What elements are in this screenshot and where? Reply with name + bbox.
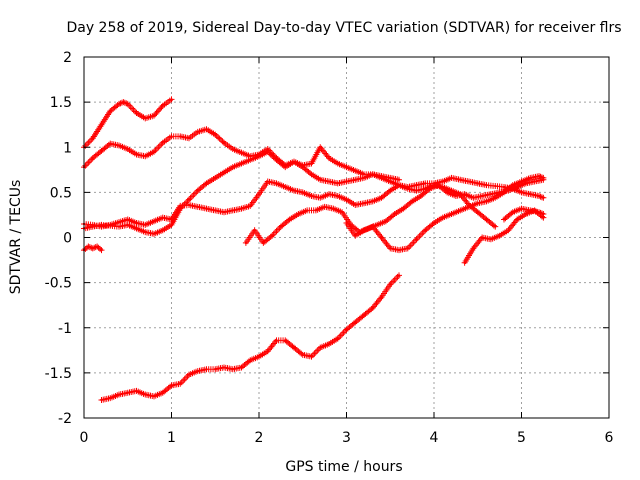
y-tick-label: 2 [63, 50, 72, 66]
data-series-8 [501, 205, 547, 223]
grid [84, 57, 609, 418]
series-markers [81, 126, 499, 230]
x-tick-label: 0 [80, 430, 89, 446]
y-tick-label: 0.5 [50, 185, 72, 201]
series-markers [343, 173, 547, 254]
data-series-9 [81, 243, 105, 254]
series-markers [98, 272, 402, 403]
y-tick-label: -0.5 [45, 276, 72, 292]
chart-title: Day 258 of 2019, Sidereal Day-to-day VTE… [66, 20, 621, 36]
x-tick-label: 5 [517, 430, 526, 446]
y-tick-label: -2 [58, 411, 72, 427]
x-tick-label: 3 [342, 430, 351, 446]
x-axis-label: GPS time / hours [285, 459, 402, 475]
y-tick-label: 0 [63, 231, 72, 247]
x-tick-label: 4 [430, 430, 439, 446]
axis-ticks: 0 1 2 3 4 5 6 -2 -1.5 -1 -0.5 0 0.5 1 1.5 2 [45, 50, 614, 446]
data-series-10 [98, 272, 402, 403]
y-axis-label: SDTVAR / TECUs [8, 180, 24, 295]
data-series-6 [343, 173, 547, 254]
data-series-3 [81, 174, 547, 230]
x-tick-label: 1 [167, 430, 176, 446]
series-markers [501, 205, 547, 223]
y-tick-label: -1.5 [45, 366, 72, 382]
series-markers [81, 174, 547, 230]
data-series-4 [81, 144, 402, 237]
y-tick-label: 1 [63, 140, 72, 156]
data-series-7 [461, 207, 547, 266]
x-tick-label: 6 [605, 430, 614, 446]
data-points [81, 96, 547, 403]
data-series-2 [81, 126, 499, 230]
y-tick-label: -1 [58, 321, 72, 337]
y-tick-label: 1.5 [50, 95, 72, 111]
series-markers [81, 243, 105, 254]
data-series-1 [81, 96, 175, 151]
x-tick-label: 2 [255, 430, 264, 446]
series-markers [81, 144, 402, 237]
series-markers [461, 207, 547, 266]
series-markers [81, 96, 175, 151]
